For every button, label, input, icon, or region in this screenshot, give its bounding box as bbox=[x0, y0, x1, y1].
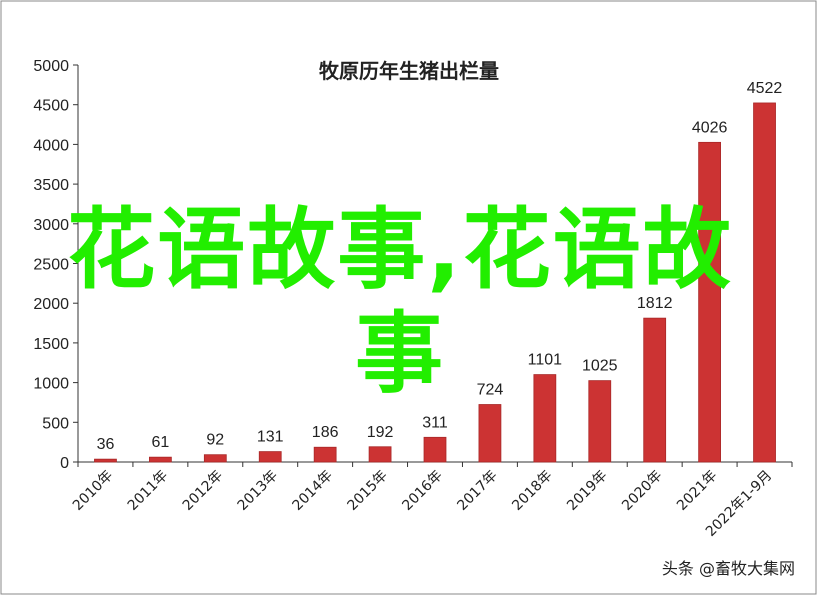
y-tick-label: 3500 bbox=[33, 177, 69, 194]
data-label: 186 bbox=[312, 424, 339, 441]
bar bbox=[753, 102, 776, 463]
bar bbox=[148, 456, 172, 463]
bar bbox=[423, 436, 447, 463]
bar bbox=[533, 374, 557, 463]
y-tick-label: 3000 bbox=[33, 217, 69, 234]
data-label: 4026 bbox=[692, 119, 728, 136]
source-watermark: 头条 @畜牧大集网 bbox=[657, 553, 799, 581]
y-tick-label: 4000 bbox=[33, 137, 69, 154]
data-label: 1101 bbox=[528, 352, 563, 369]
y-tick-label: 1000 bbox=[33, 376, 69, 393]
chart-title: 牧原历年生猪出栏量 bbox=[319, 59, 499, 83]
data-label: 92 bbox=[206, 432, 224, 449]
bar bbox=[588, 380, 612, 463]
y-tick-label: 2500 bbox=[33, 257, 69, 274]
bar bbox=[313, 446, 337, 463]
data-label: 1025 bbox=[582, 358, 618, 375]
y-tick-label: 1500 bbox=[33, 336, 69, 353]
data-label: 311 bbox=[422, 414, 448, 431]
bar bbox=[643, 317, 667, 463]
data-label: 4522 bbox=[747, 80, 783, 97]
data-labels: 36 61 92 131 186 192 311 724 1101 1025 1812 4026 452… bbox=[97, 80, 783, 453]
data-label: 36 bbox=[97, 436, 115, 453]
data-label: 724 bbox=[477, 382, 504, 399]
y-tick-label: 4500 bbox=[33, 98, 69, 115]
data-label: 131 bbox=[257, 429, 284, 446]
y-tick-label: 0 bbox=[60, 455, 69, 472]
y-tick-label: 500 bbox=[42, 415, 69, 432]
y-tick-label: 2000 bbox=[33, 296, 69, 313]
bar bbox=[368, 446, 392, 463]
bar bbox=[94, 458, 117, 463]
bar bbox=[478, 404, 502, 463]
data-label: 1812 bbox=[637, 295, 673, 312]
data-label: 192 bbox=[367, 424, 394, 441]
bar bbox=[698, 141, 722, 463]
bars bbox=[94, 102, 776, 463]
bar bbox=[203, 454, 227, 463]
bar bbox=[258, 451, 282, 463]
y-tick-label: 5000 bbox=[33, 58, 69, 75]
data-label: 61 bbox=[151, 434, 169, 451]
overlay-watermark-text: 花语故事,花语故事 bbox=[67, 198, 733, 405]
